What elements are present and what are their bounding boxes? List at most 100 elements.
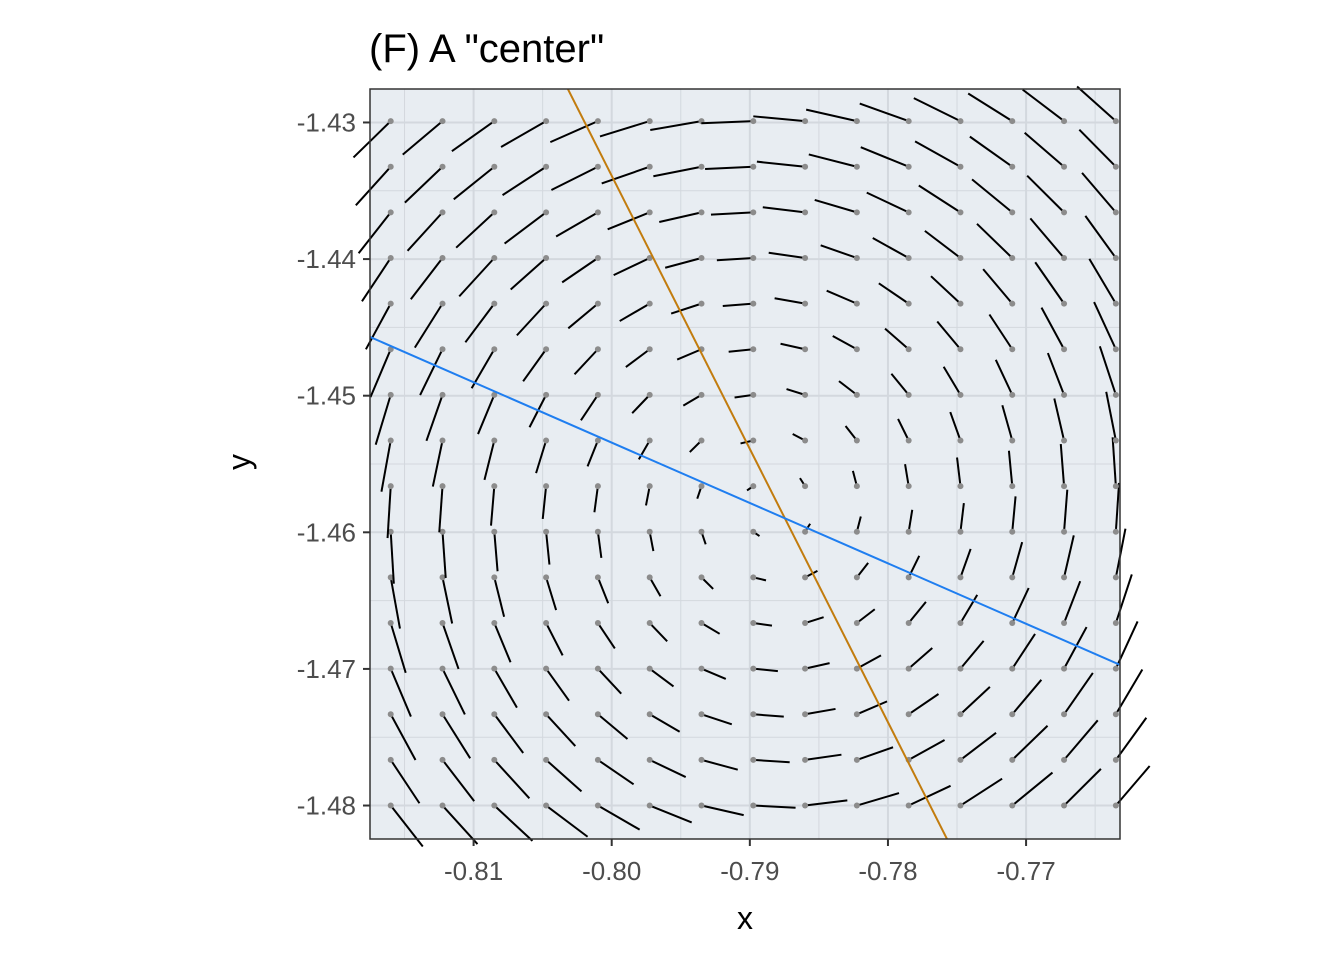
- vector-point: [594, 802, 601, 809]
- vector-segment: [728, 348, 754, 353]
- vector-point: [802, 163, 809, 170]
- vector-point: [594, 118, 601, 125]
- vector-segment: [597, 713, 629, 740]
- vector-point: [1061, 209, 1068, 216]
- vector-segment: [734, 393, 754, 399]
- vector-point: [646, 665, 653, 672]
- vector-point: [646, 802, 653, 809]
- vector-point: [646, 163, 653, 170]
- vector-point: [802, 528, 809, 535]
- vector-point: [750, 574, 757, 581]
- vector-segment: [897, 418, 910, 441]
- vector-point: [1061, 756, 1068, 763]
- vector-segment: [753, 804, 796, 809]
- vector-segment: [753, 667, 778, 673]
- vector-point: [387, 756, 394, 763]
- vector-segment: [649, 713, 681, 733]
- vector-point: [1061, 437, 1068, 444]
- vector-segment: [701, 804, 744, 817]
- vector-point: [594, 620, 601, 627]
- vector-point: [1112, 209, 1119, 216]
- vector-segment: [586, 440, 599, 467]
- vector-segment: [516, 302, 547, 337]
- vector-point: [1009, 711, 1016, 718]
- vector-point: [543, 665, 550, 672]
- vector-point: [802, 118, 809, 125]
- vector-point: [594, 756, 601, 763]
- vector-point: [853, 711, 860, 718]
- x-tick-label: -0.77: [996, 856, 1055, 886]
- y-tick-label: -1.47: [297, 654, 356, 684]
- vector-segment: [1011, 725, 1049, 761]
- vector-point: [439, 437, 446, 444]
- vector-segment: [832, 335, 858, 351]
- vector-segment: [1063, 719, 1099, 761]
- vector-point: [802, 209, 809, 216]
- vector-segment: [701, 758, 739, 771]
- vector-point: [698, 209, 705, 216]
- vector-point: [543, 163, 550, 170]
- vector-point: [750, 756, 757, 763]
- vector-point: [957, 254, 964, 261]
- vector-point: [698, 254, 705, 261]
- vector-point: [1112, 802, 1119, 809]
- vector-segment: [438, 486, 444, 533]
- vector-segment: [649, 667, 675, 688]
- vector-point: [853, 802, 860, 809]
- vector-point: [387, 209, 394, 216]
- vector-segment: [541, 486, 548, 520]
- x-axis-title: x: [737, 900, 753, 936]
- vector-point: [1112, 756, 1119, 763]
- vector-segment: [493, 622, 512, 663]
- vector-point: [439, 528, 446, 535]
- vector-segment: [908, 647, 933, 670]
- vector-segment: [649, 758, 687, 778]
- vector-point: [491, 665, 498, 672]
- vector-point: [543, 528, 550, 535]
- vector-point: [387, 163, 394, 170]
- vector-point: [387, 711, 394, 718]
- vector-point: [646, 300, 653, 307]
- vector-segment: [648, 622, 668, 643]
- vector-point: [1112, 665, 1119, 672]
- vector-point: [698, 391, 705, 398]
- vector-point: [957, 483, 964, 490]
- vector-point: [1061, 802, 1068, 809]
- vector-point: [491, 254, 498, 261]
- vector-point: [1112, 620, 1119, 627]
- vector-point: [698, 163, 705, 170]
- vector-point: [1009, 437, 1016, 444]
- vector-point: [1061, 711, 1068, 718]
- vector-segment: [389, 713, 417, 761]
- vector-segment: [453, 165, 495, 201]
- vector-segment: [1011, 587, 1030, 624]
- vector-point: [491, 163, 498, 170]
- vector-segment: [619, 302, 651, 322]
- vector-segment: [844, 425, 858, 442]
- vector-segment: [555, 211, 599, 238]
- vector-point: [439, 802, 446, 809]
- vector-point: [1009, 254, 1016, 261]
- vector-point: [543, 391, 550, 398]
- vector-point: [1061, 300, 1068, 307]
- vector-point: [905, 437, 912, 444]
- vector-point: [905, 528, 912, 535]
- vector-segment: [918, 184, 962, 214]
- vector-point: [957, 300, 964, 307]
- vector-point: [905, 711, 912, 718]
- vector-point: [543, 711, 550, 718]
- vector-point: [853, 437, 860, 444]
- vector-point: [1009, 391, 1016, 398]
- vector-segment: [1024, 132, 1065, 168]
- vector-point: [957, 574, 964, 581]
- vector-point: [1061, 620, 1068, 627]
- vector-point: [646, 118, 653, 125]
- vector-point: [802, 711, 809, 718]
- vector-segment: [659, 211, 702, 223]
- vector-point: [646, 391, 653, 398]
- vector-segment: [648, 576, 662, 597]
- vector-segment: [826, 289, 858, 305]
- vector-point: [957, 528, 964, 535]
- vector-point: [698, 665, 705, 672]
